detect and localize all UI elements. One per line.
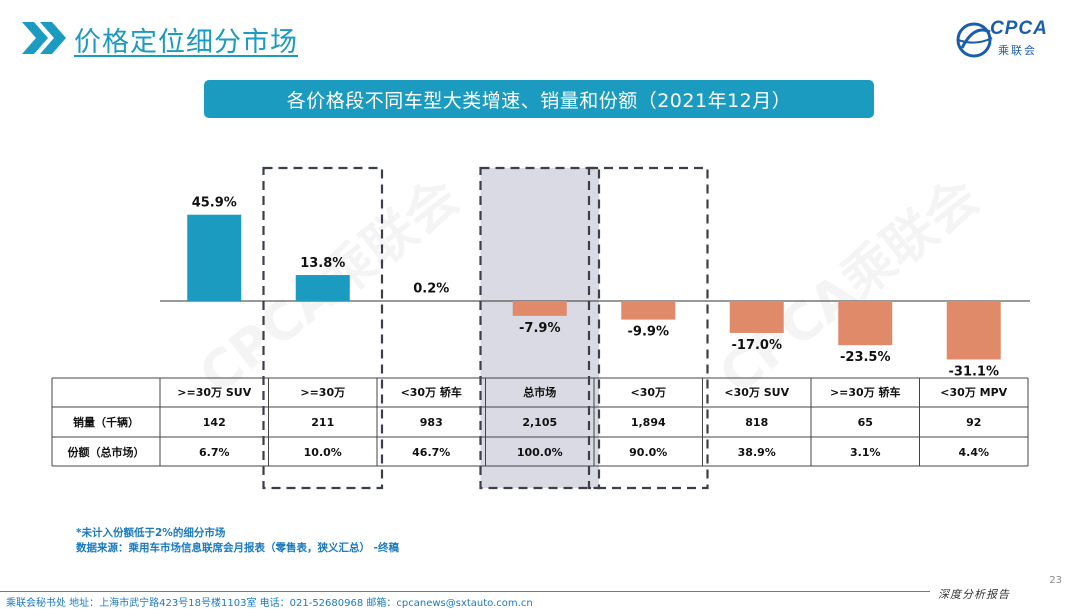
table-header-2: <30万 轿车 xyxy=(401,385,462,399)
chevron-icon xyxy=(22,22,66,54)
bar-5 xyxy=(729,301,784,333)
bar-3 xyxy=(512,301,567,316)
data-label-5: -17.0% xyxy=(732,338,783,353)
table-row-label-1: 份额（总市场） xyxy=(68,445,145,459)
table-cell-1-2: 46.7% xyxy=(412,446,450,459)
highlight-box xyxy=(479,166,601,490)
highlight-boxes xyxy=(262,166,709,490)
table-cell-1-6: 3.1% xyxy=(850,446,881,459)
data-table: >=30万 SUV >=30万 <30万 轿车 总市场 <30万 <30万 SUV >=30… xyxy=(51,377,1029,467)
logo-subtitle: 乘联会 xyxy=(998,44,1037,57)
data-label-3: -7.9% xyxy=(519,321,560,336)
table-header-0: >=30万 SUV xyxy=(177,386,251,399)
table-cell-0-3: 2,105 xyxy=(522,416,557,429)
table-cell-1-7: 4.4% xyxy=(958,446,989,459)
table-cell-0-1: 211 xyxy=(311,416,334,429)
bar-1 xyxy=(295,275,350,301)
bar-7 xyxy=(946,301,1001,360)
footer-report-type: 深度分析报告 xyxy=(938,588,1010,601)
bar-0 xyxy=(187,214,242,301)
bar-6 xyxy=(838,301,893,346)
table-header-1: >=30万 xyxy=(300,386,345,399)
highlight-box xyxy=(262,166,384,490)
globe-icon xyxy=(956,22,993,58)
footnote-share: *未计入份额低于2%的细分市场 xyxy=(76,527,226,539)
bar-4 xyxy=(621,301,676,320)
table-cell-0-5: 818 xyxy=(745,416,768,429)
table-header-4: <30万 xyxy=(630,386,666,399)
table-header-3: 总市场 xyxy=(523,385,556,399)
table-cell-1-0: 6.7% xyxy=(199,446,230,459)
bar-series: 45.9% 13.8% 0.2% -7.9% -9.9% -17.0% -23.5% -31.… xyxy=(160,196,1030,379)
table-cell-0-0: 142 xyxy=(203,416,226,429)
page-number: 23 xyxy=(1049,575,1062,586)
cpca-logo: CPCA 乘联会 xyxy=(954,16,1058,64)
chart-title-banner: 各价格段不同车型大类增速、销量和份额（2021年12月） xyxy=(204,80,874,118)
logo-text: CPCA xyxy=(990,18,1048,39)
table-cell-1-1: 10.0% xyxy=(304,446,342,459)
table-header-5: <30万 SUV xyxy=(724,386,789,399)
footer-contact: 乘联会秘书处 地址：上海市武宁路423号18号楼1103室 电话：021-526… xyxy=(6,598,533,609)
table-header-6: >=30万 轿车 xyxy=(830,385,901,399)
data-label-6: -23.5% xyxy=(840,350,891,365)
page-title: 价格定位细分市场 xyxy=(74,27,298,58)
data-label-2: 0.2% xyxy=(413,282,449,297)
data-label-1: 13.8% xyxy=(300,256,345,271)
table-cell-1-5: 38.9% xyxy=(738,446,776,459)
table-cell-0-4: 1,894 xyxy=(631,416,666,429)
table-row-label-0: 销量（千辆） xyxy=(73,415,139,429)
table-cell-1-4: 90.0% xyxy=(629,446,667,459)
highlight-box xyxy=(587,166,709,490)
table-cell-0-6: 65 xyxy=(858,416,873,429)
table-cell-1-3: 100.0% xyxy=(517,446,563,459)
data-label-4: -9.9% xyxy=(628,325,669,340)
footer-divider xyxy=(0,591,930,592)
table-header-7: <30万 MPV xyxy=(940,386,1007,399)
data-label-7: -31.1% xyxy=(949,364,1000,379)
table-cell-0-2: 983 xyxy=(420,416,443,429)
footnote-source: 数据来源：乘用车市场信息联席会月报表（零售表，狭义汇总） -终稿 xyxy=(76,542,400,554)
data-label-0: 45.9% xyxy=(192,196,237,211)
table-cell-0-7: 92 xyxy=(966,416,981,429)
